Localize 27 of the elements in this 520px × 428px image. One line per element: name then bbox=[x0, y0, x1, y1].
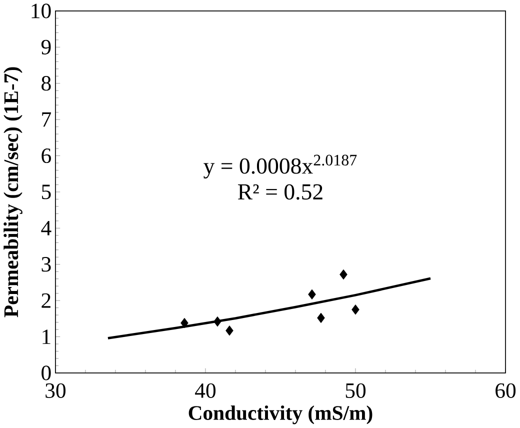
point bbox=[308, 289, 316, 300]
y-tick-label: 8 bbox=[42, 76, 51, 91]
y-tick-label: 9 bbox=[41, 40, 51, 55]
line-series bbox=[106, 277, 432, 340]
y-axis-title: Permeability (cm/sec) (1E-7) bbox=[4, 67, 22, 318]
y-tick-label: 2 bbox=[42, 293, 50, 308]
x-tick-label: 40 bbox=[195, 383, 216, 398]
y-tick-label: 4 bbox=[41, 221, 52, 236]
y-tick-label: 7 bbox=[42, 112, 51, 127]
y-tick-label: 10 bbox=[32, 4, 51, 18]
y-tick-label: 5 bbox=[42, 184, 51, 200]
y-tick-label: 0 bbox=[42, 366, 51, 380]
y-tick-label: 3 bbox=[42, 257, 51, 272]
point bbox=[317, 312, 325, 324]
annotation: y = 0.0008x$^{2.0187}$ bbox=[204, 154, 357, 179]
x-axis-title: Conductivity (mS/m) bbox=[188, 406, 372, 424]
x-tick-label: 50 bbox=[346, 383, 366, 398]
point bbox=[340, 269, 348, 280]
x-tick-label: 60 bbox=[496, 383, 516, 398]
point bbox=[180, 318, 188, 328]
y-tick-label: 1 bbox=[42, 330, 50, 344]
point bbox=[214, 316, 222, 327]
y-tick-label: 6 bbox=[42, 148, 51, 164]
point bbox=[352, 304, 360, 315]
x-tick-label: 30 bbox=[46, 383, 66, 398]
point bbox=[226, 326, 234, 336]
annotation: R² = 0.52 bbox=[238, 184, 322, 200]
